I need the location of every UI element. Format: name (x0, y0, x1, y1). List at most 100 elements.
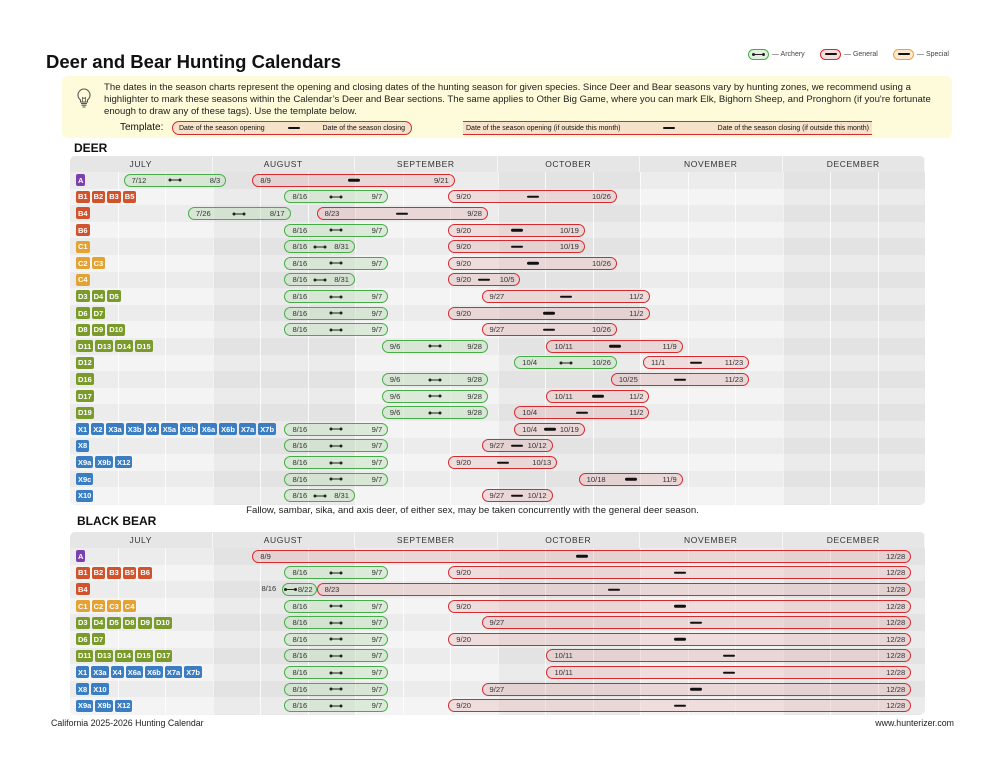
zone-badge-d11[interactable]: D11 (76, 649, 94, 662)
season-close-date: 9/7 (371, 258, 383, 268)
zone-badge-a[interactable]: A (76, 174, 86, 187)
zone-badge-x12[interactable]: X12 (115, 699, 133, 712)
zone-badge-d10[interactable]: D10 (153, 616, 172, 629)
zone-badge-b1[interactable]: B1 (76, 190, 90, 203)
zone-badge-x3a[interactable]: X3a (106, 423, 124, 436)
zone-badge-d8[interactable]: D8 (76, 323, 90, 336)
zone-badge-x7a[interactable]: X7a (164, 666, 183, 679)
zone-badge-c3[interactable]: C3 (91, 257, 106, 270)
zone-badge-x5a[interactable]: X5a (160, 423, 179, 436)
zone-badge-c1[interactable]: C1 (76, 600, 90, 613)
zone-badge-d3[interactable]: D3 (76, 290, 90, 303)
zone-badge-x5b[interactable]: X5b (180, 423, 198, 436)
zone-badge-x6a[interactable]: X6a (125, 666, 144, 679)
zone-badge-d15[interactable]: D15 (134, 340, 153, 353)
zone-badge-d19[interactable]: D19 (76, 406, 94, 419)
legend-archery: — Archery (748, 48, 805, 60)
zone-badge-x4[interactable]: X4 (145, 423, 159, 436)
zone-badge-x6b[interactable]: X6b (145, 666, 163, 679)
zone-badge-b3[interactable]: B3 (107, 190, 121, 203)
zone-badge-c3[interactable]: C3 (107, 600, 121, 613)
zone-badge-b5[interactable]: B5 (122, 566, 137, 579)
zone-badges: B4 (76, 205, 90, 222)
zone-badge-d3[interactable]: D3 (76, 616, 90, 629)
general-icon (690, 621, 703, 624)
zone-badge-d15[interactable]: D15 (134, 649, 153, 662)
zone-badge-b1[interactable]: B1 (76, 566, 90, 579)
zone-badge-c1[interactable]: C1 (76, 240, 90, 253)
season-close-date: 10/19 (559, 225, 579, 235)
zone-badge-c2[interactable]: C2 (91, 600, 106, 613)
zone-badge-x9a[interactable]: X9a (76, 456, 94, 469)
zone-badge-b4[interactable]: B4 (76, 583, 90, 596)
zone-badge-d17[interactable]: D17 (154, 649, 173, 662)
zone-badge-d14[interactable]: D14 (115, 340, 133, 353)
zone-badge-d11[interactable]: D11 (76, 340, 94, 353)
general-season-pill: 9/27 10/26 (481, 323, 618, 337)
deer-calendar: JULY AUGUST SEPTEMBER OCTOBER NOVEMBER DECEMB… (70, 156, 925, 505)
season-open-date: 8/16 (292, 275, 308, 285)
zone-badge-x10[interactable]: X10 (76, 489, 94, 502)
zone-badge-a[interactable]: A (76, 550, 86, 563)
zone-badge-b2[interactable]: B2 (91, 566, 106, 579)
zone-badge-d8[interactable]: D8 (122, 616, 137, 629)
zone-badge-d10[interactable]: D10 (107, 323, 125, 336)
zone-badge-x8[interactable]: X8 (76, 683, 90, 696)
archery-icon (428, 394, 442, 398)
zone-badge-x12[interactable]: X12 (115, 456, 133, 469)
season-open-date: 9/6 (389, 408, 401, 418)
zone-badge-d12[interactable]: D12 (76, 356, 94, 369)
zone-badge-x4[interactable]: X4 (110, 666, 124, 679)
zone-badge-x1[interactable]: X1 (76, 666, 90, 679)
zone-badge-x9c[interactable]: X9c (76, 473, 94, 486)
zone-badge-d9[interactable]: D9 (91, 323, 106, 336)
zone-badge-d7[interactable]: D7 (91, 633, 106, 646)
zone-badge-x6a[interactable]: X6a (199, 423, 218, 436)
zone-badge-d4[interactable]: D4 (91, 290, 106, 303)
zone-badge-x7b[interactable]: X7b (258, 423, 277, 436)
zone-badge-x1[interactable]: X1 (76, 423, 90, 436)
zone-badge-d16[interactable]: D16 (76, 373, 94, 386)
zone-badge-d6[interactable]: D6 (76, 633, 90, 646)
zone-badge-d5[interactable]: D5 (107, 616, 121, 629)
week-divider (592, 172, 594, 505)
month-header: JULY (70, 532, 213, 548)
zone-badge-c4[interactable]: C4 (76, 273, 90, 286)
zone-badge-d13[interactable]: D13 (95, 649, 114, 662)
zone-badge-b5[interactable]: B5 (122, 190, 137, 203)
general-season-pill: 9/20 10/5 (448, 273, 521, 287)
zone-badge-b6[interactable]: B6 (138, 566, 152, 579)
zone-badge-c2[interactable]: C2 (76, 257, 90, 270)
zone-badge-x10[interactable]: X10 (91, 683, 109, 696)
season-close-date: 9/28 (467, 209, 482, 218)
zone-badge-b6[interactable]: B6 (76, 224, 90, 237)
zone-badge-x7a[interactable]: X7a (238, 423, 257, 436)
zone-badge-b3[interactable]: B3 (107, 566, 121, 579)
zone-badge-d13[interactable]: D13 (95, 340, 114, 353)
zone-badge-d4[interactable]: D4 (91, 616, 106, 629)
zone-badge-x7b[interactable]: X7b (184, 666, 202, 679)
zone-badge-b2[interactable]: B2 (91, 190, 106, 203)
zone-badge-x9a[interactable]: X9a (76, 699, 94, 712)
footer-link[interactable]: www.hunterizer.com (875, 718, 954, 728)
zone-badge-x9b[interactable]: X9b (95, 456, 114, 469)
archery-season-pill: 8/16 9/7 (284, 190, 389, 204)
archery-season-pill: 9/6 9/28 (381, 339, 488, 353)
zone-badge-x6b[interactable]: X6b (219, 423, 237, 436)
zone-badge-d9[interactable]: D9 (138, 616, 152, 629)
zone-badge-d7[interactable]: D7 (91, 307, 106, 320)
zone-badge-d17[interactable]: D17 (76, 390, 94, 403)
zone-badge-x9b[interactable]: X9b (95, 699, 114, 712)
zone-badge-x3b[interactable]: X3b (125, 423, 144, 436)
zone-badge-d14[interactable]: D14 (115, 649, 133, 662)
zone-badge-x3a[interactable]: X3a (91, 666, 109, 679)
zone-badge-d6[interactable]: D6 (76, 307, 90, 320)
zone-badge-c4[interactable]: C4 (122, 600, 137, 613)
zone-badge-b4[interactable]: B4 (76, 207, 90, 220)
archery-icon (428, 378, 442, 381)
season-close-date: 12/28 (886, 634, 906, 644)
zone-badge-x2[interactable]: X2 (91, 423, 105, 436)
zone-badge-x8[interactable]: X8 (76, 439, 90, 452)
general-season-pill: 9/20 10/26 (448, 256, 618, 270)
zone-badge-d5[interactable]: D5 (107, 290, 121, 303)
